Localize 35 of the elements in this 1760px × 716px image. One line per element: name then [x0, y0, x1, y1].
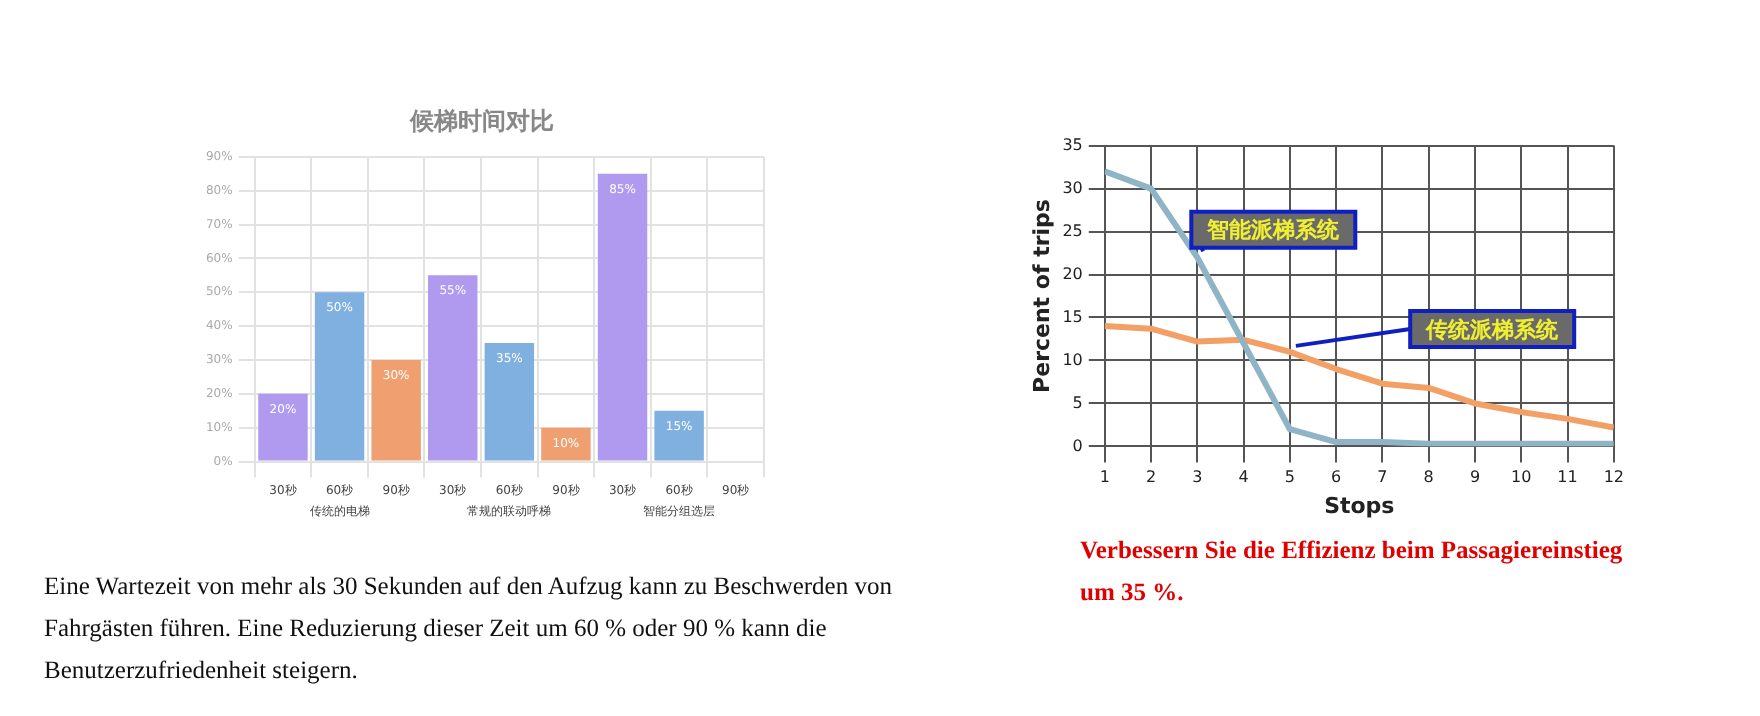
bar: [371, 360, 421, 461]
x-axis-title: Stops: [1324, 492, 1396, 519]
bar: [484, 343, 535, 461]
bar: [597, 173, 648, 461]
x-tick-label: 8: [1423, 468, 1434, 487]
x-tick-label: 3: [1192, 468, 1203, 487]
bar: [541, 427, 591, 461]
y-tick-label: 5: [1072, 393, 1083, 412]
y-tick-label: 35: [1062, 135, 1083, 154]
x-tick-label: 6: [1331, 468, 1342, 487]
x-tick-label: 5: [1284, 468, 1295, 487]
series-label: 智能派梯系统: [1205, 217, 1342, 244]
bar: [428, 275, 478, 461]
x-tick-label: 1: [1099, 468, 1110, 487]
x-tick-label: 9: [1469, 468, 1481, 487]
bar: [258, 393, 308, 461]
x-tick-label: 4: [1238, 468, 1249, 487]
bar: [314, 292, 365, 461]
text: 传统派梯系统: [1424, 316, 1561, 343]
x-tick-label: 7: [1377, 468, 1388, 487]
x-tick-label: 11: [1557, 468, 1578, 487]
x-tick-label: 12: [1603, 468, 1625, 487]
text: Verbessern Sie die Effizienz beim Passagiereinstieg um 35 %.: [1080, 534, 1625, 610]
x-tick-label: 2: [1145, 468, 1157, 487]
y-axis-title: Percent of trips: [1028, 198, 1055, 393]
chart-title: 候梯时间对比: [408, 106, 554, 135]
y-tick-label: 0: [1072, 436, 1083, 455]
y-tick-label: 30: [1062, 178, 1083, 197]
bar: [654, 410, 704, 461]
y-tick-label: 20: [1062, 264, 1083, 283]
y-tick-label: 10: [1062, 350, 1083, 369]
text: Eine Wartezeit von mehr als 30 Sekunden auf den Aufzug kann zu Beschwerden von Fahrgästen führen. Eine Reduzierung dieser Zeit um 60 % oder 90 % kann die Benutzerzufriedenheit steigern.: [44, 570, 894, 688]
y-tick-label: 25: [1062, 221, 1083, 240]
x-tick-label: 10: [1511, 468, 1532, 487]
y-tick-label: 15: [1062, 307, 1083, 326]
